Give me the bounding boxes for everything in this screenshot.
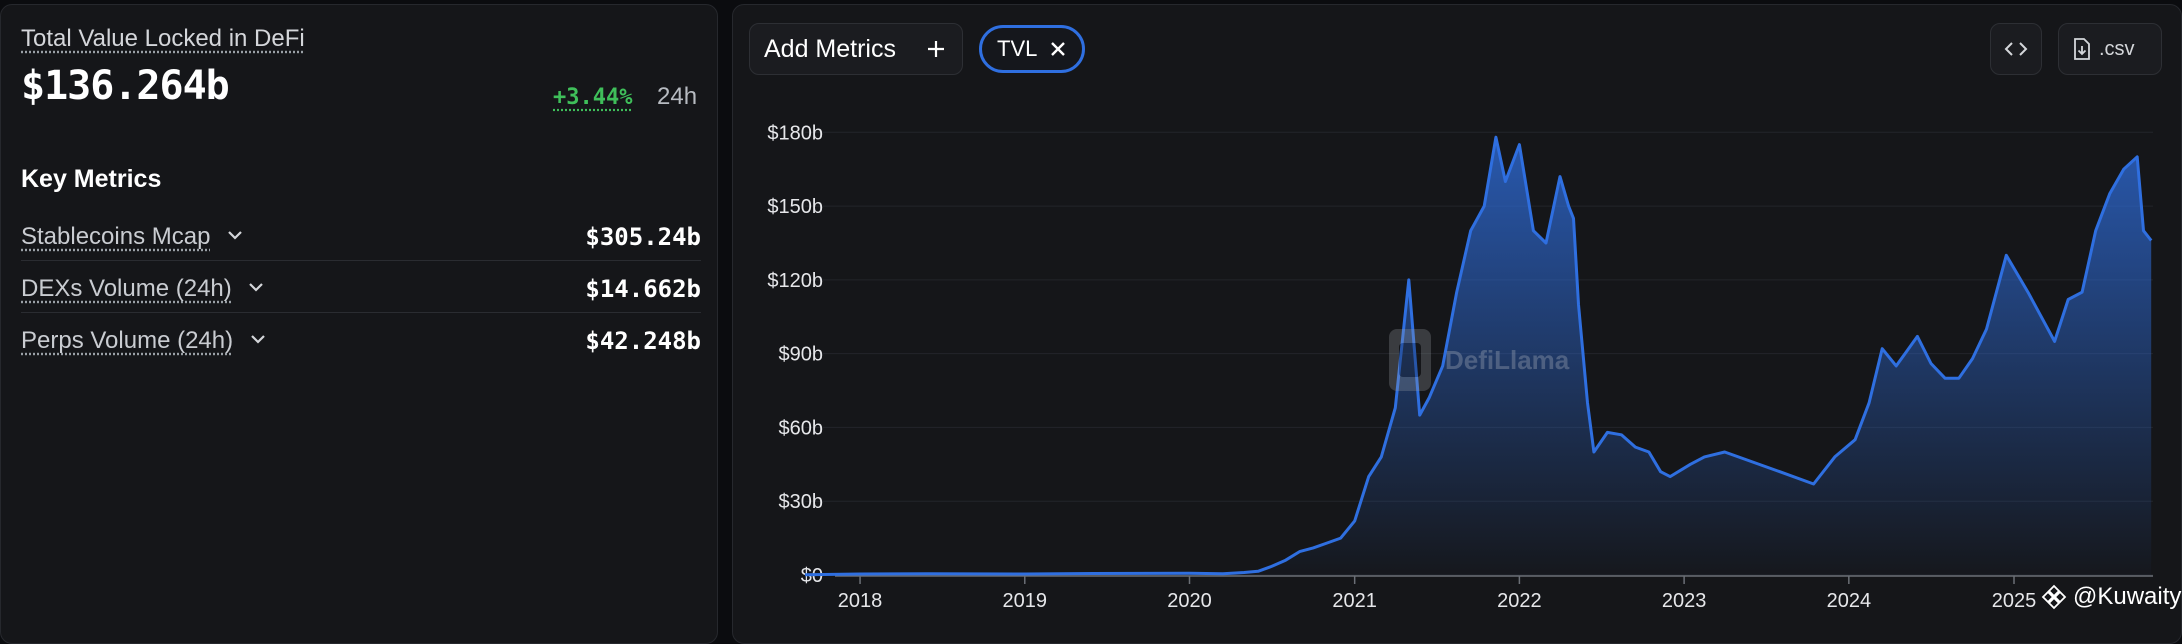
- tvl-summary-panel: Total Value Locked in DeFi $136.264b +3.…: [0, 4, 718, 644]
- y-tick-label: $150b: [767, 196, 823, 218]
- metric-label-text: DEXs Volume (24h): [21, 275, 232, 302]
- x-tick-label: 2025: [1992, 590, 2037, 612]
- llama-logo-icon: [1389, 329, 1431, 391]
- credit-label: @Kuwaity: [2041, 583, 2181, 611]
- metric-row-perps-volume[interactable]: Perps Volume (24h) $42.248b: [21, 315, 701, 365]
- metric-value: $14.662b: [585, 275, 701, 303]
- close-icon[interactable]: [1048, 39, 1068, 59]
- add-metrics-button[interactable]: Add Metrics: [749, 23, 963, 75]
- metric-label-text: Stablecoins Mcap: [21, 223, 211, 250]
- metric-value: $42.248b: [585, 327, 701, 355]
- credit-text: @Kuwaity: [2073, 583, 2182, 610]
- defillama-watermark: DefiLlama: [1385, 325, 1569, 395]
- tvl-value: $136.264b: [21, 63, 230, 109]
- x-tick-label: 2021: [1332, 590, 1377, 612]
- y-tick-label: $60b: [779, 417, 824, 439]
- y-tick-label: $30b: [779, 491, 824, 513]
- y-tick-label: $180b: [767, 122, 823, 144]
- chart-panel: Add Metrics TVL .csv $180b $150b $120b $90b…: [732, 4, 2182, 644]
- download-csv-button[interactable]: .csv: [2058, 23, 2162, 75]
- x-tick-label: 2023: [1662, 590, 1707, 612]
- key-metrics-title: Key Metrics: [21, 165, 162, 193]
- plus-icon: [928, 41, 944, 57]
- chevron-down-icon: [249, 282, 264, 292]
- chevron-down-icon: [228, 230, 242, 240]
- tvl-metric-chip[interactable]: TVL: [979, 25, 1085, 73]
- x-tick-label: 2018: [838, 590, 883, 612]
- tvl-area-fill: [805, 137, 2152, 575]
- tvl-series-line: [804, 135, 2153, 577]
- tvl-change-period: 24h: [657, 83, 698, 110]
- x-tick-label: 2019: [1003, 590, 1048, 612]
- binance-logo-icon: [2041, 584, 2067, 610]
- metric-label-text: Perps Volume (24h): [21, 327, 234, 354]
- y-tick-label: $90b: [779, 344, 824, 366]
- x-tick-label: 2024: [1827, 590, 1872, 612]
- metric-row-stablecoins[interactable]: Stablecoins Mcap $305.24b: [21, 211, 701, 261]
- x-tick-label: 2022: [1497, 590, 1542, 612]
- metric-value: $305.24b: [585, 223, 701, 251]
- code-icon: [2004, 42, 2028, 56]
- metric-label[interactable]: Stablecoins Mcap: [21, 223, 243, 251]
- embed-code-button[interactable]: [1990, 23, 2042, 75]
- x-tick-label: 2020: [1167, 590, 1212, 612]
- metric-label[interactable]: Perps Volume (24h): [21, 327, 266, 355]
- add-metrics-label: Add Metrics: [764, 34, 896, 63]
- chevron-down-icon: [251, 334, 265, 344]
- metric-label[interactable]: DEXs Volume (24h): [21, 275, 264, 303]
- tvl-title[interactable]: Total Value Locked in DeFi: [21, 25, 305, 52]
- y-tick-label: $120b: [767, 270, 823, 292]
- csv-label: .csv: [2099, 37, 2135, 60]
- metric-row-dexs-volume[interactable]: DEXs Volume (24h) $14.662b: [21, 263, 701, 313]
- watermark-text: DefiLlama: [1445, 344, 1570, 375]
- tvl-change-percent[interactable]: +3.44%: [553, 85, 633, 110]
- tvl-area-chart[interactable]: $180b$150b$120b$90b$60b$30b$0 2018 2019 20…: [733, 5, 2182, 626]
- file-download-icon: [2074, 38, 2090, 60]
- tvl-chip-label: TVL: [997, 36, 1038, 61]
